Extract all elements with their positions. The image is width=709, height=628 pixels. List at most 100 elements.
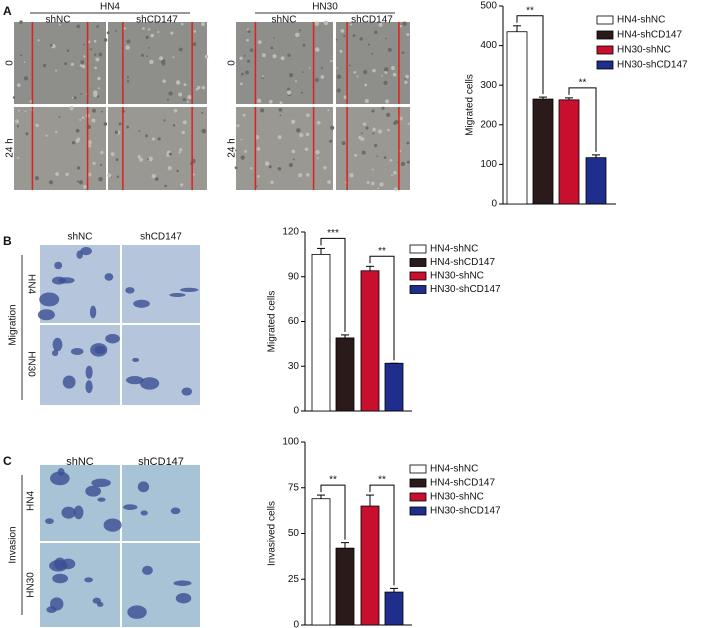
- significance-bracket: [369, 484, 395, 586]
- bar: [360, 505, 380, 626]
- cell-speck: [176, 169, 179, 173]
- cell-speck: [138, 157, 144, 162]
- cell-speck: [87, 40, 91, 44]
- cell-speck: [83, 43, 85, 46]
- cell-speck: [359, 37, 363, 41]
- cell-speck: [327, 180, 332, 184]
- cell-speck: [192, 173, 195, 176]
- cell-speck: [150, 33, 155, 38]
- stained-cell: [140, 510, 148, 516]
- cell-speck: [76, 166, 81, 170]
- stained-cell: [57, 468, 65, 476]
- cell-speck: [80, 60, 85, 64]
- legend-label: HN30-shCD147: [430, 284, 501, 295]
- cell-speck: [264, 161, 270, 166]
- legend-swatch: [409, 258, 427, 267]
- cell-speck: [272, 54, 277, 59]
- cell-speck: [149, 59, 154, 65]
- cell-speck: [76, 180, 79, 183]
- cell-speck: [18, 109, 20, 112]
- cell-speck: [308, 67, 311, 69]
- group-label: HN4: [100, 2, 120, 13]
- bar: [311, 253, 331, 412]
- cell-speck: [268, 165, 272, 169]
- cell-speck: [336, 67, 338, 69]
- cell-speck: [280, 56, 285, 61]
- cell-speck: [71, 141, 76, 145]
- stained-cell: [85, 380, 93, 394]
- significance-bracket: [320, 484, 346, 540]
- cell-speck: [381, 74, 383, 77]
- significance-label: **: [329, 475, 337, 486]
- cell-speck: [294, 80, 298, 83]
- row-label: HN30: [25, 351, 36, 377]
- y-tick-label: 90: [288, 271, 300, 282]
- cell-speck: [100, 110, 103, 113]
- y-tick-label: 50: [288, 528, 300, 539]
- legend-swatch: [409, 492, 427, 502]
- cell-speck: [73, 96, 77, 100]
- cell-speck: [75, 128, 80, 133]
- cell-speck: [37, 39, 40, 42]
- cell-speck: [366, 181, 370, 184]
- cell-speck: [314, 21, 319, 26]
- significance-label: **: [526, 5, 534, 16]
- cell-speck: [298, 172, 303, 178]
- cell-speck: [315, 78, 320, 83]
- cell-speck: [93, 39, 97, 43]
- row-label: 0: [227, 60, 238, 66]
- cell-speck: [330, 125, 335, 130]
- stained-cell: [103, 518, 122, 532]
- cell-speck: [277, 166, 282, 171]
- cell-speck: [330, 59, 333, 63]
- cell-speck: [103, 122, 108, 126]
- stained-cell: [133, 299, 150, 308]
- cell-speck: [181, 22, 184, 26]
- stained-cell: [39, 292, 60, 307]
- stained-cell: [96, 601, 104, 607]
- bar: [311, 498, 331, 626]
- cell-speck: [327, 109, 330, 112]
- panel-label: B: [3, 234, 12, 248]
- cell-speck: [137, 155, 141, 159]
- cell-speck: [89, 48, 93, 51]
- cell-speck: [55, 130, 58, 133]
- y-axis-label: Migrated cells: [465, 74, 476, 136]
- cell-speck: [373, 143, 378, 148]
- stained-cell: [80, 247, 92, 256]
- stained-cell: [139, 377, 160, 390]
- cell-speck: [390, 66, 396, 71]
- cell-speck: [356, 75, 359, 78]
- cell-speck: [91, 118, 96, 123]
- cell-speck: [106, 31, 110, 35]
- cell-speck: [287, 53, 291, 57]
- stained-cell: [90, 343, 108, 357]
- cell-speck: [385, 37, 387, 40]
- significance-label: **: [378, 475, 386, 486]
- cell-speck: [17, 156, 20, 160]
- bar: [532, 98, 554, 205]
- cell-speck: [299, 29, 302, 32]
- cell-speck: [379, 182, 384, 187]
- cell-speck: [378, 22, 383, 27]
- significance-label: **: [378, 246, 386, 257]
- cell-speck: [243, 54, 246, 57]
- cell-speck: [140, 53, 145, 57]
- y-tick-label: 120: [282, 227, 299, 238]
- cell-speck: [96, 25, 99, 28]
- cell-speck: [246, 28, 249, 31]
- cell-speck: [175, 80, 181, 85]
- cell-speck: [83, 184, 87, 189]
- cell-speck: [16, 125, 20, 128]
- cell-speck: [240, 155, 245, 160]
- cell-speck: [204, 54, 209, 59]
- cell-speck: [261, 53, 266, 58]
- row-label: HN4: [25, 274, 36, 294]
- side-label: Migration: [8, 304, 19, 345]
- cell-speck: [81, 116, 85, 119]
- cell-speck: [146, 55, 149, 58]
- stained-cell: [52, 337, 63, 352]
- side-label: Invasion: [8, 526, 19, 563]
- stained-cell: [175, 593, 192, 604]
- cell-speck: [24, 61, 26, 63]
